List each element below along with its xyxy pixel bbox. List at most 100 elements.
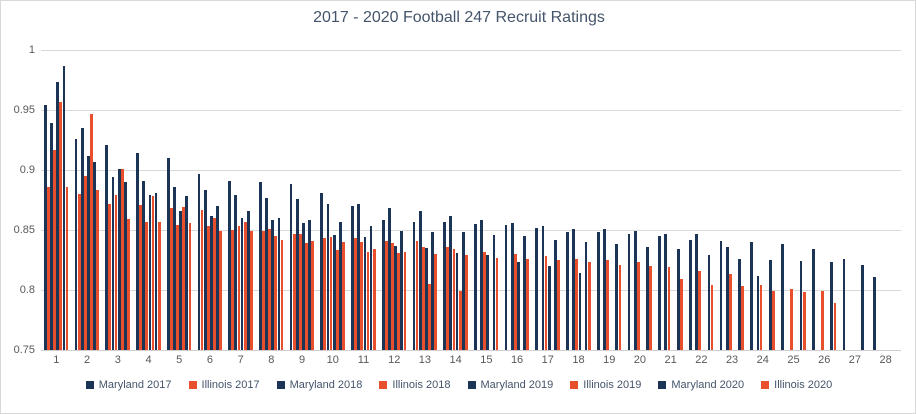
bar-maryland-2017-rank-24 [750, 242, 754, 350]
bar-maryland-2020-rank-11 [369, 226, 373, 350]
bar-illinois-2018-rank-17 [544, 256, 548, 350]
legend-item-maryland-2017: Maryland 2017 [85, 379, 172, 391]
bar-illinois-2019-rank-3 [120, 168, 124, 350]
bar-maryland-2017-rank-23 [719, 240, 723, 350]
bar-maryland-2020-rank-23 [738, 258, 742, 350]
bar-illinois-2018-rank-8 [268, 228, 272, 350]
bar-maryland-2018-rank-15 [480, 220, 483, 350]
bar-maryland-2020-rank-3 [123, 182, 127, 350]
legend-swatch-icon [379, 381, 388, 389]
bar-maryland-2018-rank-20 [633, 231, 637, 350]
bar-maryland-2020-rank-22 [707, 255, 711, 350]
bar-maryland-2017-rank-16 [504, 225, 508, 350]
bar-maryland-2017-rank-6 [197, 173, 201, 350]
bar-maryland-2019-rank-7 [240, 218, 244, 350]
bar-maryland-2019-rank-2 [87, 155, 90, 350]
bar-maryland-2020-rank-24 [768, 260, 772, 350]
bar-illinois-2017-rank-12 [384, 240, 388, 350]
bar-maryland-2020-rank-2 [93, 161, 97, 350]
legend-label: Illinois 2018 [392, 379, 451, 391]
bar-maryland-2017-rank-14 [443, 221, 447, 350]
bar-maryland-2018-rank-16 [510, 222, 514, 350]
bar-maryland-2019-rank-1 [56, 82, 60, 350]
bar-illinois-2020-rank-21 [679, 279, 683, 350]
x-axis-tick-label: 1 [53, 354, 60, 366]
x-axis-tick-label: 6 [206, 354, 213, 366]
bar-maryland-2017-rank-1 [43, 105, 47, 350]
bar-illinois-2019-rank-13 [428, 284, 431, 350]
bar-maryland-2017-rank-20 [627, 233, 631, 350]
bar-illinois-2018-rank-13 [421, 246, 425, 350]
x-axis-tick-label: 11 [357, 354, 370, 366]
bar-maryland-2019-rank-8 [271, 220, 275, 350]
bar-illinois-2018-rank-5 [176, 225, 179, 350]
legend-swatch-icon [761, 381, 770, 389]
bar-maryland-2017-rank-22 [688, 239, 692, 350]
bar-illinois-2018-rank-23 [728, 274, 732, 350]
bar-maryland-2018-rank-17 [541, 226, 545, 350]
chart-title: 2017 - 2020 Football 247 Recruit Ratings [313, 9, 605, 26]
y-axis-tick-label: 0.9 [19, 164, 35, 176]
bar-illinois-2019-rank-7 [243, 221, 247, 350]
x-axis-tick-label: 9 [299, 354, 306, 366]
bar-illinois-2017-rank-1 [47, 186, 50, 350]
bar-maryland-2020-rank-12 [400, 231, 404, 350]
bar-maryland-2017-rank-28 [873, 276, 877, 350]
bar-illinois-2019-rank-2 [90, 113, 93, 350]
bar-illinois-2018-rank-10 [329, 237, 333, 350]
bar-illinois-2018-rank-25 [790, 288, 794, 350]
legend-swatch-icon [188, 381, 197, 389]
legend-item-illinois-2018: Illinois 2018 [379, 379, 451, 391]
bar-maryland-2020-rank-5 [185, 196, 189, 350]
bar-maryland-2020-rank-26 [830, 262, 834, 350]
bar-illinois-2019-rank-4 [151, 196, 155, 350]
gridline [41, 110, 901, 111]
legend-item-maryland-2019: Maryland 2019 [467, 379, 554, 391]
bar-illinois-2018-rank-15 [483, 251, 487, 350]
bar-illinois-2020-rank-14 [464, 255, 468, 350]
bar-maryland-2019-rank-15 [486, 255, 490, 350]
x-axis-tick-label: 15 [480, 354, 493, 366]
bar-maryland-2019-rank-6 [209, 215, 213, 350]
bar-maryland-2019-rank-3 [117, 168, 121, 350]
bar-maryland-2018-rank-7 [234, 195, 238, 350]
bar-maryland-2018-rank-23 [725, 246, 729, 350]
bar-illinois-2019-rank-11 [366, 251, 370, 350]
y-axis-tick-label: 0.85 [13, 224, 35, 236]
bar-maryland-2017-rank-5 [166, 158, 170, 350]
bar-illinois-2018-rank-9 [298, 233, 302, 350]
bar-maryland-2018-rank-13 [418, 210, 422, 350]
bar-maryland-2017-rank-25 [781, 244, 784, 350]
bar-illinois-2018-rank-16 [513, 254, 517, 350]
x-axis-tick-label: 22 [695, 354, 708, 366]
bar-maryland-2018-rank-4 [142, 180, 146, 350]
bar-maryland-2019-rank-12 [394, 245, 397, 350]
x-axis-tick-label: 4 [145, 354, 152, 366]
legend-label: Illinois 2019 [583, 379, 642, 391]
bar-illinois-2020-rank-23 [741, 286, 745, 350]
legend-label: Maryland 2018 [289, 379, 363, 391]
bar-maryland-2017-rank-9 [289, 184, 293, 350]
bar-illinois-2017-rank-8 [262, 231, 265, 350]
legend-label: Illinois 2020 [774, 379, 833, 391]
x-axis-tick-label: 14 [449, 354, 462, 366]
bar-maryland-2017-rank-21 [658, 236, 662, 350]
bar-illinois-2019-rank-1 [59, 101, 63, 350]
bar-maryland-2019-rank-10 [332, 234, 336, 350]
x-axis-tick-label: 25 [787, 354, 800, 366]
bar-illinois-2018-rank-1 [53, 149, 57, 350]
bar-illinois-2019-rank-14 [458, 291, 462, 350]
x-axis-tick-label: 28 [879, 354, 892, 366]
bar-illinois-2020-rank-6 [219, 231, 223, 350]
bar-maryland-2020-rank-6 [216, 206, 219, 350]
legend-swatch-icon [570, 381, 579, 389]
bar-illinois-2019-rank-9 [305, 243, 308, 350]
legend-item-illinois-2019: Illinois 2019 [570, 379, 641, 391]
legend-swatch-icon [85, 381, 94, 389]
bar-maryland-2020-rank-25 [799, 261, 803, 350]
bar-maryland-2017-rank-7 [228, 180, 232, 350]
legend-label: Maryland 2017 [98, 379, 172, 391]
x-axis-tick-label: 23 [725, 354, 739, 366]
bar-maryland-2019-rank-17 [547, 266, 551, 350]
legend-label: Maryland 2019 [480, 379, 554, 391]
